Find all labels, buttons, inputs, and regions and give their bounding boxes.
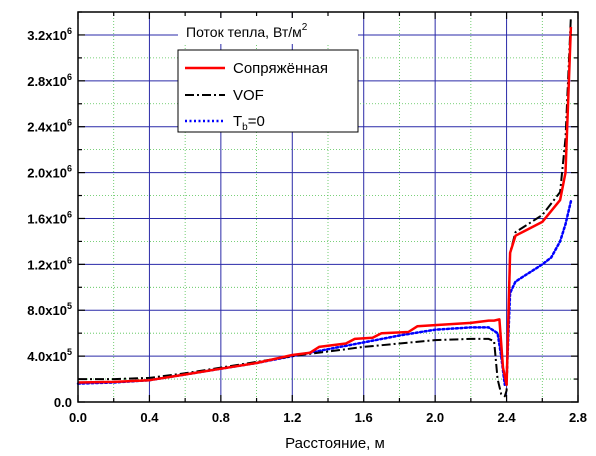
axis-ticks <box>77 11 579 403</box>
x-axis-title: Расстояние, м <box>285 435 385 452</box>
y-tick-label-exponent: 5 <box>67 301 72 311</box>
x-tick-label: 0.0 <box>69 410 87 425</box>
y-tick-label-exponent: 6 <box>67 164 72 174</box>
y-tick-label: 1.2x106 <box>27 255 72 272</box>
y-tick-label-base: 2.0x10 <box>27 166 67 181</box>
y-tick-label-base: 1.2x10 <box>27 257 67 272</box>
y-tick-label: 4.0x105 <box>27 347 72 364</box>
y-tick-label-base: 2.4x10 <box>27 120 67 135</box>
y-tick-label-base: 2.8x10 <box>27 74 67 89</box>
legend-tb-sub: b <box>242 122 248 133</box>
x-tick-label: 2.4 <box>498 410 517 425</box>
y-tick-label: 1.6x106 <box>27 209 72 226</box>
x-tick-label: 1.6 <box>355 410 373 425</box>
legend-label-vof: VOF <box>233 87 264 104</box>
x-tick-label: 2.0 <box>426 410 444 425</box>
y-tick-label-exponent: 6 <box>67 255 72 265</box>
series-line-solid <box>77 26 573 387</box>
chart-title-text: Поток тепла, Вт/м <box>186 24 302 40</box>
x-tick-label: 0.8 <box>212 410 230 425</box>
y-tick-label-base: 0.0 <box>54 395 72 410</box>
y-tick-label-base: 1.6x10 <box>27 211 67 226</box>
x-tick-labels: 0.0 0.4 0.8 1.2 1.6 2.0 2.4 2.8 <box>69 410 587 425</box>
chart-title-sup: 2 <box>302 22 308 33</box>
y-tick-label-exponent: 6 <box>67 209 72 219</box>
y-tick-label-exponent: 6 <box>67 72 72 82</box>
legend-box <box>177 49 359 133</box>
y-tick-label: 2.8x106 <box>27 72 72 89</box>
y-tick-label: 2.0x106 <box>27 164 72 181</box>
x-tick-label: 0.4 <box>140 410 159 425</box>
y-tick-label-exponent: 5 <box>67 347 72 357</box>
legend-tb-main: T <box>233 113 242 130</box>
legend-label-conjugate: Сопряжённая <box>233 60 328 77</box>
legend-label-tb0: Tb=0 <box>233 113 265 133</box>
chart-title: Поток тепла, Вт/м2 <box>186 22 308 40</box>
x-tick-label: 1.2 <box>283 410 301 425</box>
y-tick-labels: 0.04.0x1058.0x1051.2x1061.6x1062.0x1062.… <box>27 26 72 410</box>
y-tick-label: 0.0 <box>54 395 72 410</box>
series-layer <box>76 16 573 398</box>
y-tick-label-exponent: 6 <box>67 118 72 128</box>
legend: Сопряжённая VOF Tb=0 <box>177 49 359 133</box>
y-tick-label-base: 4.0x10 <box>27 349 67 364</box>
chart-title-group: Поток тепла, Вт/м2 <box>178 18 358 44</box>
y-tick-label-base: 3.2x10 <box>27 28 67 43</box>
title-box <box>178 18 358 44</box>
y-tick-label-base: 8.0x10 <box>27 303 67 318</box>
x-tick-label: 2.8 <box>569 410 587 425</box>
legend-tb-suffix: =0 <box>248 113 265 130</box>
y-tick-label: 3.2x106 <box>27 26 72 43</box>
y-tick-label: 2.4x106 <box>27 118 72 135</box>
y-tick-label: 8.0x105 <box>27 301 72 318</box>
y-tick-label-exponent: 6 <box>67 26 72 36</box>
